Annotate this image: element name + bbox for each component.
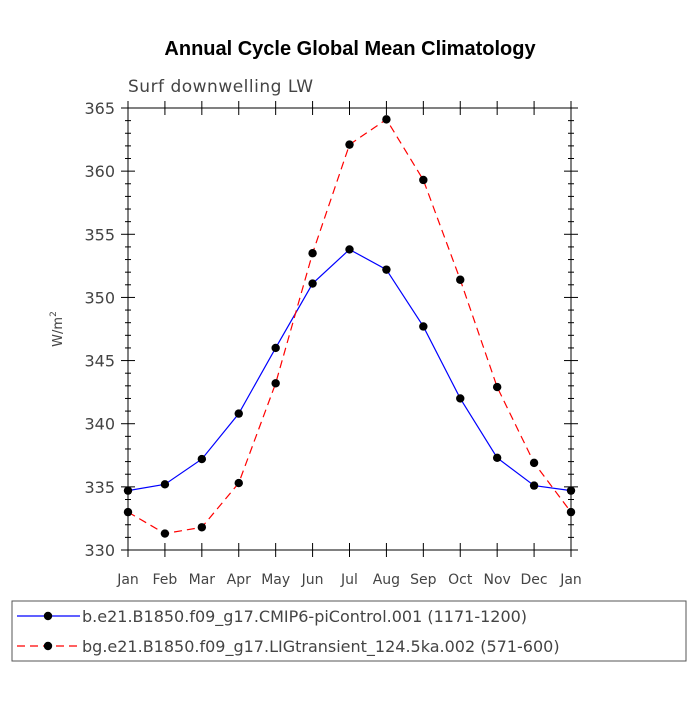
legend-marker-2 — [43, 641, 53, 651]
series-line-1 — [127, 248, 572, 492]
x-tick-label: Dec — [521, 572, 548, 588]
x-tick-label: Jun — [301, 572, 324, 588]
data-point-series-1 — [419, 322, 428, 331]
data-point-series-2 — [234, 478, 243, 488]
data-point-series-2 — [123, 507, 133, 517]
y-tick-label: 335 — [84, 478, 115, 497]
y-axis-label-superscript: 2 — [49, 311, 59, 317]
data-point-series-2 — [160, 529, 170, 538]
x-tick-label: Sep — [410, 572, 437, 588]
data-point-series-2 — [271, 379, 280, 388]
x-tick-label: Jan — [559, 572, 582, 588]
data-point-series-2 — [529, 458, 539, 468]
y-tick-label: 355 — [84, 225, 115, 244]
y-tick-label: 340 — [84, 415, 115, 434]
x-tick-label: Aug — [373, 572, 400, 588]
x-tick-label: Feb — [153, 572, 178, 588]
data-point-series-2 — [419, 175, 428, 185]
chart-title: Annual Cycle Global Mean Climatology — [164, 38, 536, 60]
legend-box — [11, 600, 687, 662]
x-tick-label: Apr — [227, 572, 251, 588]
chart-subtitle: Surf downwelling LW — [128, 77, 314, 97]
data-point-series-2 — [492, 382, 502, 392]
x-tick-label: Jan — [116, 572, 139, 588]
x-tick-label: Nov — [484, 572, 511, 588]
y-tick-label: 365 — [84, 99, 115, 118]
data-point-series-1 — [308, 279, 317, 288]
legend-marker-1 — [43, 611, 53, 621]
data-point-series-1 — [456, 394, 465, 403]
y-tick-label: 360 — [84, 162, 115, 181]
y-axis-label: W/m2 — [49, 311, 66, 347]
axis-layer: 330 335 340 345 350 355 360 365 Jan Feb Mar Apr May J… — [49, 99, 582, 588]
data-point-series-1 — [566, 486, 576, 495]
y-tick-label: 350 — [84, 288, 115, 307]
data-point-series-1 — [492, 453, 502, 463]
series-layer — [123, 115, 576, 538]
data-point-series-2 — [382, 115, 391, 124]
data-point-series-1 — [123, 486, 133, 495]
legend-label-1: b.e21.B1850.f09_g17.CMIP6-piControl.001 … — [82, 607, 527, 627]
data-point-series-1 — [160, 480, 170, 489]
series-line-2 — [127, 118, 572, 535]
legend: b.e21.B1850.f09_g17.CMIP6-piControl.001 … — [11, 600, 687, 662]
data-point-series-1 — [529, 481, 539, 490]
x-tick-label: Oct — [448, 572, 473, 588]
y-axis-label-main: W/m — [51, 317, 66, 347]
data-point-series-1 — [382, 265, 391, 274]
y-tick-label: 345 — [84, 352, 115, 371]
plot-frame — [127, 107, 572, 551]
data-point-series-1 — [234, 409, 243, 418]
data-point-series-1 — [271, 343, 280, 353]
data-point-series-2 — [197, 523, 207, 532]
data-point-series-2 — [566, 507, 576, 517]
data-point-series-2 — [345, 140, 354, 149]
legend-label-2: bg.e21.B1850.f09_g17.LIGtransient_124.5k… — [82, 637, 560, 657]
data-point-series-1 — [197, 454, 207, 464]
y-tick-label: 330 — [84, 541, 115, 560]
x-tick-label: Jul — [340, 572, 358, 588]
data-point-series-2 — [308, 249, 317, 258]
data-point-series-1 — [345, 245, 354, 254]
x-tick-label: May — [261, 572, 290, 588]
data-point-series-2 — [456, 275, 465, 284]
x-tick-label: Mar — [189, 572, 216, 588]
